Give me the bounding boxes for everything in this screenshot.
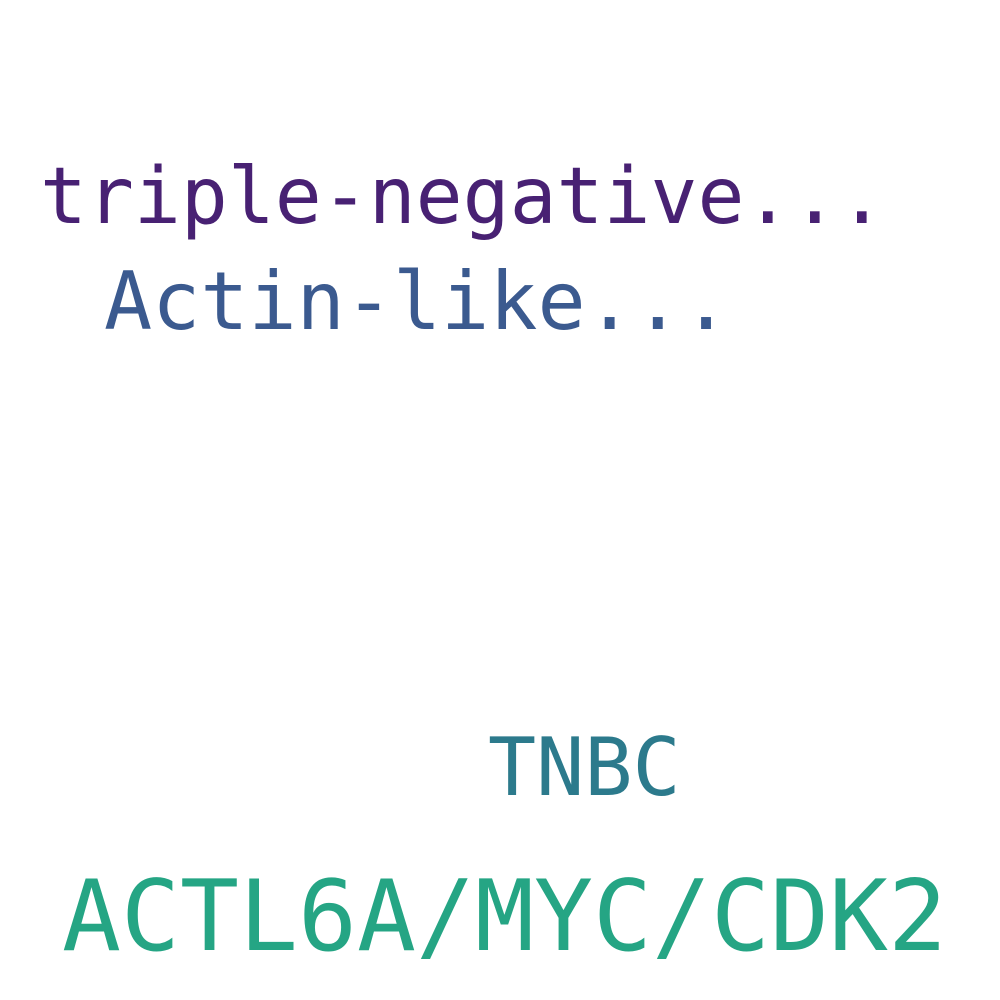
word-triple-negative: triple-negative... xyxy=(40,152,886,242)
word-tnbc: TNBC xyxy=(488,721,681,814)
word-actl6a-myc-cdk2: ACTL6A/MYC/CDK2 xyxy=(62,860,948,974)
word-actin-like: Actin-like... xyxy=(104,255,731,348)
